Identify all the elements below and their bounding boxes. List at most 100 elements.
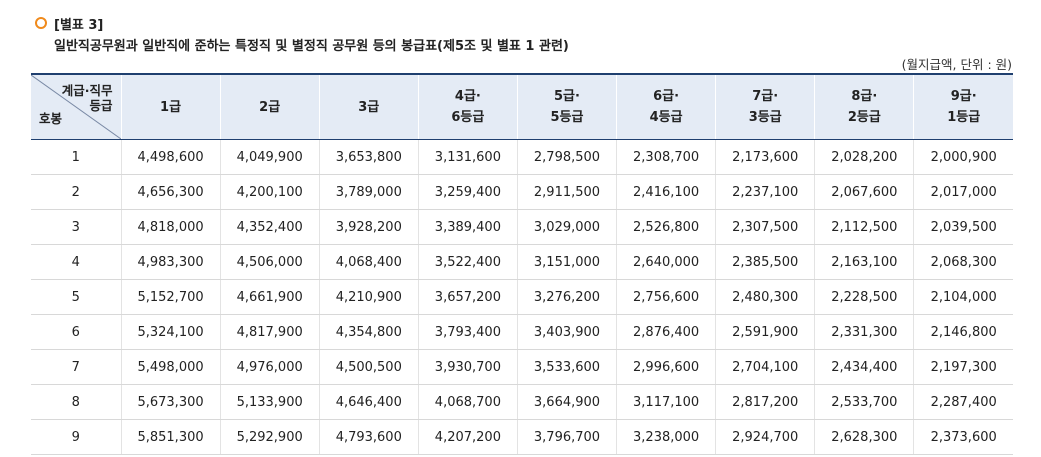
step-cell: 9 [31, 419, 121, 455]
corner-header-cell: 계급·직무 등급 호봉 [31, 73, 122, 140]
grade-header-cell: 7급· 3등급 [715, 73, 816, 140]
salary-cell: 3,793,400 [417, 314, 518, 350]
salary-cell: 2,996,600 [616, 349, 716, 385]
salary-cell: 4,068,700 [417, 384, 518, 420]
salary-cell: 4,207,200 [417, 419, 518, 455]
corner-top-line1: 계급·직무 [61, 83, 113, 98]
salary-cell: 2,526,800 [616, 209, 716, 245]
grade-header-line1: 8급· [851, 89, 878, 104]
salary-cell: 2,237,100 [715, 174, 815, 210]
diagonal-divider [31, 75, 121, 139]
step-cell: 4 [31, 244, 121, 280]
salary-cell: 2,067,600 [814, 174, 914, 210]
salary-cell: 2,756,600 [616, 279, 716, 315]
salary-cell: 2,028,200 [814, 139, 914, 175]
salary-cell: 2,308,700 [616, 139, 716, 175]
table-header: 계급·직무 등급 호봉 1급 2급 3급 4급· 6등급 5급· 5등급 6급· 4등급 7급· 3… [31, 73, 1013, 140]
grade-header-line1: 5급· [554, 89, 580, 104]
grade-header-cell: 2급 [219, 73, 320, 140]
salary-cell: 3,238,000 [616, 419, 716, 455]
grade-header-line1: 6급· [653, 89, 680, 104]
salary-cell: 2,228,500 [814, 279, 914, 315]
salary-cell: 2,533,700 [814, 384, 914, 420]
salary-cell: 2,385,500 [715, 244, 815, 280]
salary-cell: 3,259,400 [417, 174, 518, 210]
salary-cell: 4,049,900 [219, 139, 320, 175]
table-row: 3 4,818,000 4,352,400 3,928,200 3,389,400 3,0… [31, 209, 1013, 245]
salary-table: 계급·직무 등급 호봉 1급 2급 3급 4급· 6등급 5급· 5등급 6급· 4등급 7급· 3… [31, 73, 1013, 455]
grade-header-line1: 1급 [160, 99, 182, 115]
salary-cell: 3,653,800 [318, 139, 419, 175]
salary-cell: 2,197,300 [913, 349, 1013, 385]
grade-header-line1: 2급 [259, 99, 281, 115]
unit-note: (월지급액, 단위 : 원) [901, 57, 1012, 72]
salary-cell: 3,029,000 [516, 209, 617, 245]
salary-cell: 5,851,300 [120, 419, 221, 455]
salary-cell: 4,068,400 [318, 244, 419, 280]
salary-cell: 2,373,600 [913, 419, 1013, 455]
salary-cell: 2,480,300 [715, 279, 815, 315]
salary-cell: 3,151,000 [516, 244, 617, 280]
step-cell: 5 [31, 279, 121, 315]
grade-header-cell: 1급 [120, 73, 221, 140]
salary-cell: 2,173,600 [715, 139, 815, 175]
salary-cell: 2,640,000 [616, 244, 716, 280]
table-row: 1 4,498,600 4,049,900 3,653,800 3,131,600 2,7… [31, 139, 1013, 175]
step-cell: 2 [31, 174, 121, 210]
salary-cell: 4,500,500 [318, 349, 419, 385]
table-row: 4 4,983,300 4,506,000 4,068,400 3,522,400 3,1… [31, 244, 1013, 280]
salary-cell: 4,817,900 [219, 314, 320, 350]
grade-header-line1: 9급· [950, 89, 977, 104]
salary-cell: 4,354,800 [318, 314, 419, 350]
salary-cell: 4,352,400 [219, 209, 320, 245]
salary-cell: 3,117,100 [616, 384, 716, 420]
salary-cell: 5,498,000 [120, 349, 221, 385]
salary-cell: 3,403,900 [516, 314, 617, 350]
grade-header-line2: 1등급 [947, 110, 981, 125]
salary-cell: 2,146,800 [913, 314, 1013, 350]
salary-cell: 2,591,900 [715, 314, 815, 350]
salary-cell: 3,131,600 [417, 139, 518, 175]
salary-cell: 3,522,400 [417, 244, 518, 280]
table-body: 1 4,498,600 4,049,900 3,653,800 3,131,600 2,7… [31, 139, 1013, 455]
grade-header-cell: 4급· 6등급 [417, 73, 518, 140]
salary-cell: 2,017,000 [913, 174, 1013, 210]
corner-top-line2: 등급 [89, 98, 113, 113]
grade-header-line1: 4급· [454, 89, 481, 104]
salary-cell: 4,646,400 [318, 384, 419, 420]
salary-cell: 3,533,600 [516, 349, 617, 385]
salary-cell: 3,389,400 [417, 209, 518, 245]
salary-cell: 3,930,700 [417, 349, 518, 385]
salary-cell: 2,287,400 [913, 384, 1013, 420]
salary-cell: 2,112,500 [814, 209, 914, 245]
salary-cell: 5,152,700 [120, 279, 221, 315]
salary-cell: 4,656,300 [120, 174, 221, 210]
step-cell: 3 [31, 209, 121, 245]
salary-cell: 2,876,400 [616, 314, 716, 350]
grade-header-line1: 7급· [752, 89, 779, 104]
grade-header-cell: 6급· 4등급 [616, 73, 717, 140]
circle-bullet-icon [35, 17, 47, 29]
salary-cell: 2,924,700 [715, 419, 815, 455]
salary-cell: 2,416,100 [616, 174, 716, 210]
salary-cell: 2,039,500 [913, 209, 1013, 245]
grade-header-cell: 8급· 2등급 [814, 73, 915, 140]
salary-cell: 3,796,700 [516, 419, 617, 455]
salary-cell: 2,331,300 [814, 314, 914, 350]
step-cell: 6 [31, 314, 121, 350]
salary-cell: 2,817,200 [715, 384, 815, 420]
grade-header-line2: 2등급 [847, 110, 881, 125]
corner-top-label: 계급·직무 등급 [62, 83, 113, 113]
salary-cell: 4,976,000 [219, 349, 320, 385]
salary-cell: 4,210,900 [318, 279, 419, 315]
salary-cell: 3,928,200 [318, 209, 419, 245]
salary-cell: 4,498,600 [120, 139, 221, 175]
grade-header-line2: 3등급 [748, 110, 782, 125]
table-row: 9 5,851,300 5,292,900 4,793,600 4,207,200 3,7… [31, 419, 1013, 455]
grade-header-line2: 5등급 [550, 110, 584, 125]
salary-cell: 3,789,000 [318, 174, 419, 210]
step-cell: 8 [31, 384, 121, 420]
salary-cell: 4,793,600 [318, 419, 419, 455]
step-cell: 7 [31, 349, 121, 385]
